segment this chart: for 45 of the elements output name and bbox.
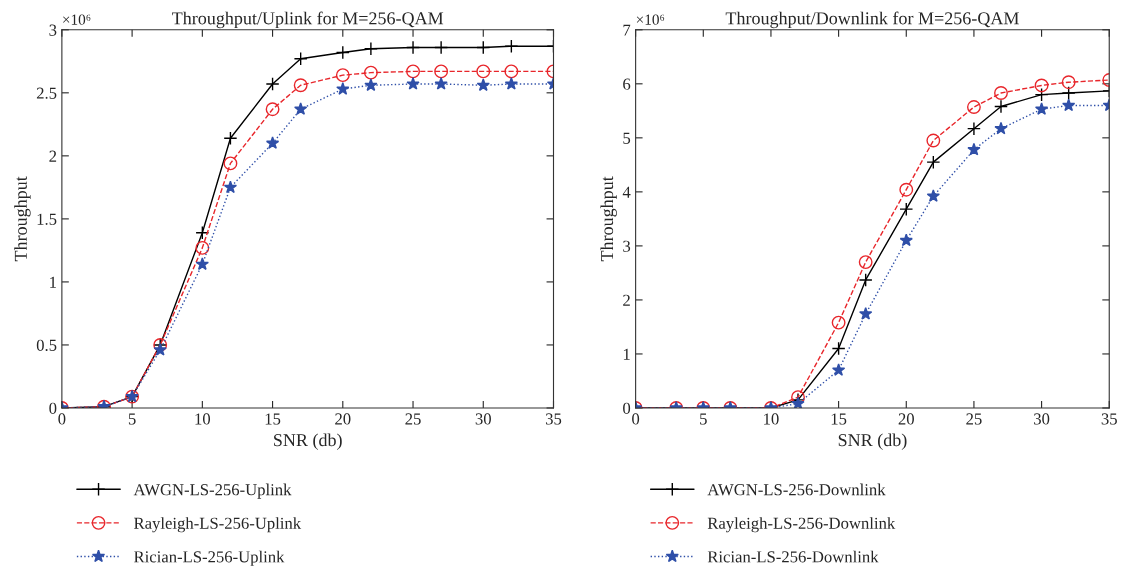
y-tick-label: 7 xyxy=(623,24,631,36)
x-tick-label: 30 xyxy=(1034,413,1050,425)
y-tick-label: 3 xyxy=(623,240,631,252)
y-tick-label: 5 xyxy=(623,132,631,144)
x-tick-label: 30 xyxy=(475,413,491,425)
x-tick-label: 5 xyxy=(700,413,707,425)
x-tick-label: 25 xyxy=(405,413,421,425)
x-tick-label: 20 xyxy=(898,413,914,425)
x-tick-label: 20 xyxy=(335,413,351,425)
legend-label: Rayleigh-LS-256-Uplink xyxy=(134,517,302,533)
y-tick-label: 2 xyxy=(49,150,57,162)
y-tick-label: 6 xyxy=(623,78,631,90)
legend-label: AWGN-LS-256-Uplink xyxy=(133,483,292,499)
y-tick-label: 0.5 xyxy=(36,339,57,351)
text: ×10⁶ xyxy=(63,14,91,25)
chart-title: Throughput/Uplink for M=256-QAM xyxy=(172,11,444,29)
x-tick-label: 15 xyxy=(265,413,281,425)
x-tick-label: 10 xyxy=(195,413,211,425)
y-tick-label: 0 xyxy=(623,402,631,414)
x-axis-title: SNR (db) xyxy=(838,433,907,450)
y-axis-title: Throughput xyxy=(14,176,31,262)
x-tick-label: 10 xyxy=(764,413,779,425)
legend-label: Rayleigh-LS-256-Downlink xyxy=(707,517,896,533)
x-tick-label: 0 xyxy=(58,413,66,425)
x-tick-label: 35 xyxy=(1101,413,1117,425)
y-tick-label: 0 xyxy=(49,402,57,414)
y-axis-title: Throughput xyxy=(600,176,617,262)
y-tick-label: 2.5 xyxy=(36,87,57,99)
x-tick-label: 25 xyxy=(966,413,982,425)
x-tick-label: 5 xyxy=(128,413,136,425)
legend-label: Rician-LS-256-Uplink xyxy=(134,550,285,566)
chart-title: Throughput/Downlink for M=256-QAM xyxy=(725,11,1019,29)
x-tick-label: 15 xyxy=(831,413,847,425)
y-tick-label: 1 xyxy=(50,276,57,288)
y-tick-label: 1 xyxy=(623,348,630,360)
legend-label: AWGN-LS-256-Downlink xyxy=(707,483,886,496)
y-tick-label: 3 xyxy=(49,24,57,36)
x-axis-title: SNR (db) xyxy=(274,433,342,450)
legend-label: Rician-LS-256-Downlink xyxy=(707,550,879,563)
y-tick-label: 2 xyxy=(623,294,630,306)
text: ×10⁶ xyxy=(636,14,665,25)
x-tick-label: 35 xyxy=(545,413,562,425)
y-tick-label: 4 xyxy=(622,186,631,198)
y-tick-label: 1.5 xyxy=(37,213,57,225)
x-tick-label: 0 xyxy=(632,413,640,425)
